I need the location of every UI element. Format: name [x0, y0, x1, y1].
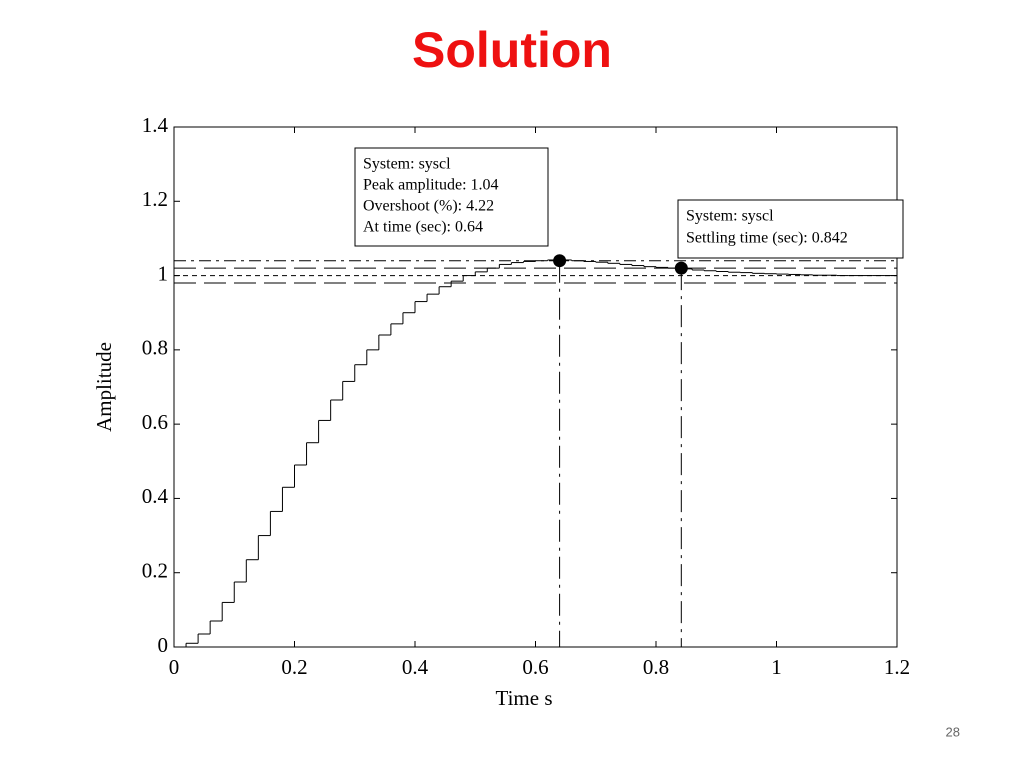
y-tick-label: 0.8	[142, 336, 168, 360]
annotation-box	[677, 199, 904, 259]
x-tick-label: 0	[169, 655, 180, 679]
annotation-box	[354, 147, 549, 247]
y-tick-label: 0.6	[142, 410, 168, 434]
y-axis-label: Amplitude	[92, 342, 116, 432]
x-axis-label: Time s	[495, 686, 552, 710]
data-marker	[674, 261, 688, 275]
annotation-text: Overshoot (%): 4.22	[363, 198, 494, 215]
annotation-text: System: syscl	[363, 156, 451, 173]
slide-title: Solution	[412, 22, 612, 78]
y-tick-label: 1.2	[142, 187, 168, 211]
annotation-text: Settling time (sec): 0.842	[686, 230, 848, 247]
x-tick-label: 0.4	[402, 655, 429, 679]
annotation-text: System: syscl	[686, 208, 774, 225]
y-tick-label: 0	[158, 633, 169, 657]
annotation-text: At time (sec): 0.64	[363, 219, 483, 236]
y-tick-label: 0.2	[142, 559, 168, 583]
x-tick-label: 0.6	[522, 655, 548, 679]
x-tick-label: 0.8	[643, 655, 669, 679]
data-marker	[553, 254, 567, 268]
x-tick-label: 0.2	[281, 655, 307, 679]
slide-number: 28	[946, 724, 960, 739]
annotation-text: Peak amplitude: 1.04	[363, 177, 499, 194]
y-tick-label: 0.4	[142, 484, 169, 508]
y-tick-label: 1.4	[142, 113, 169, 137]
y-tick-label: 1	[158, 261, 169, 285]
x-tick-label: 1	[771, 655, 782, 679]
x-tick-label: 1.2	[884, 655, 910, 679]
